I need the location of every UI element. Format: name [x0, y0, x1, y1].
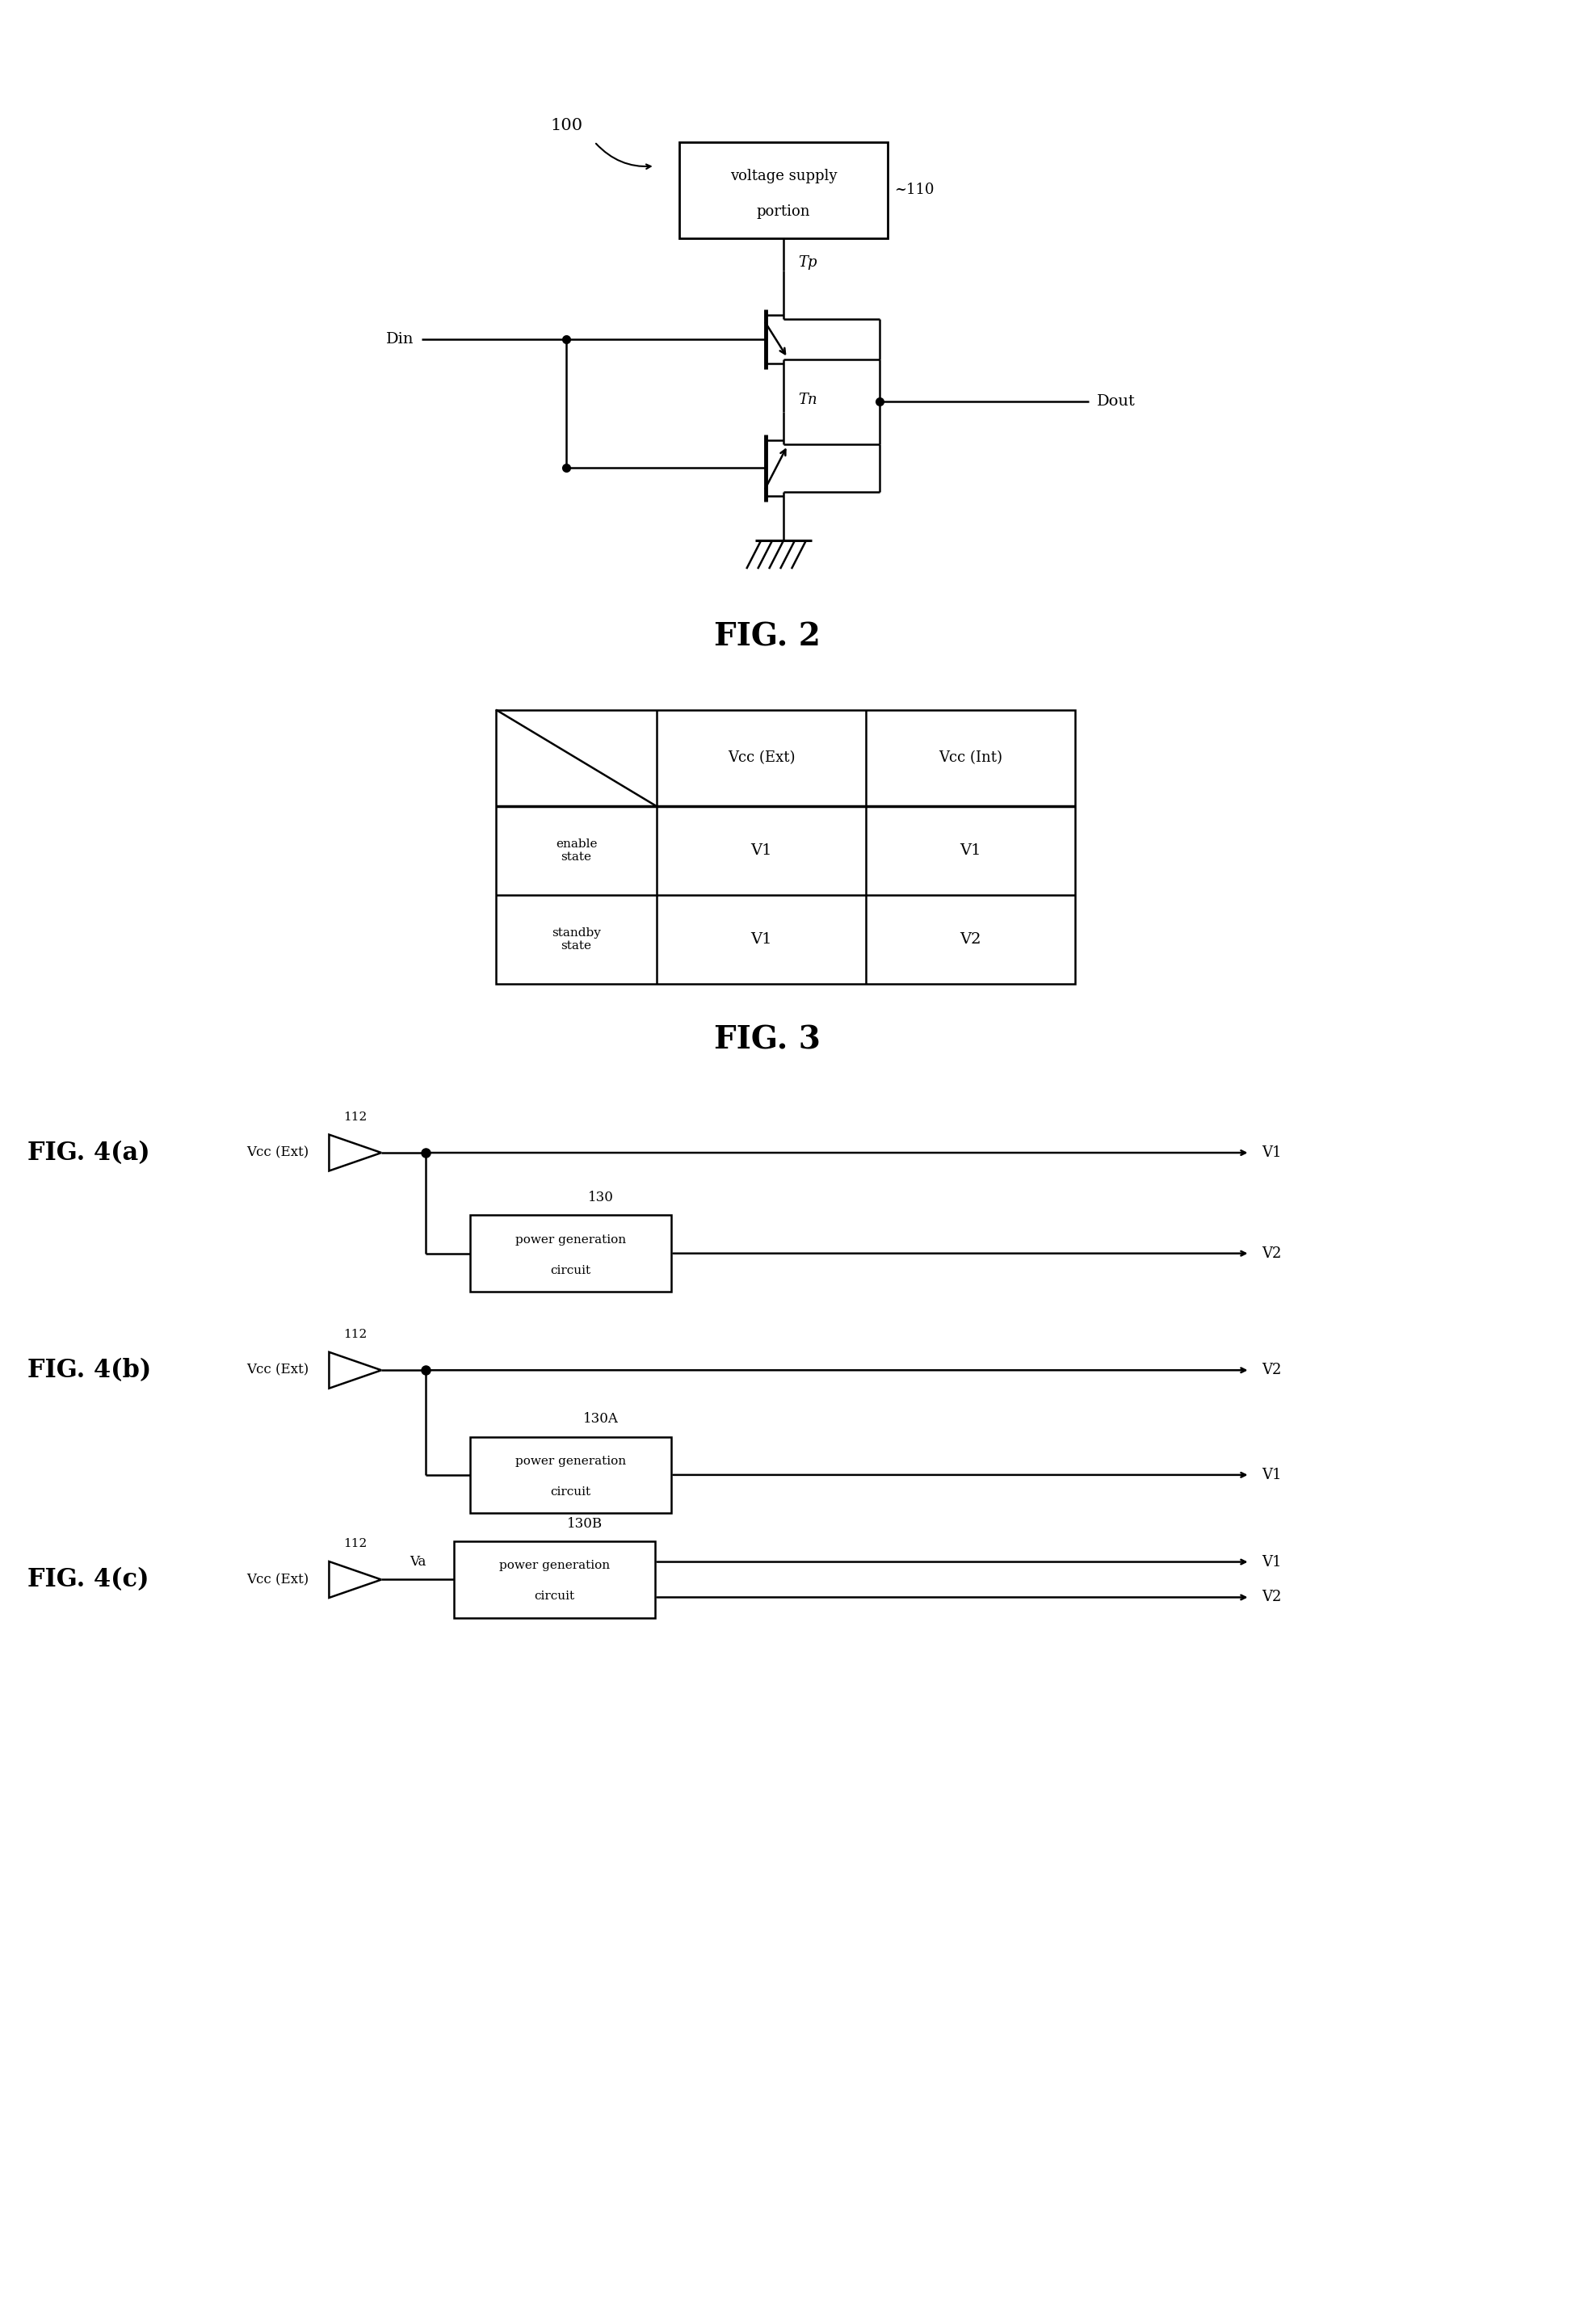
Text: V1: V1 [751, 932, 771, 946]
Text: enable
state: enable state [556, 839, 597, 862]
Text: V2: V2 [960, 932, 982, 946]
Text: voltage supply: voltage supply [731, 167, 837, 184]
Text: FIG. 4(c): FIG. 4(c) [28, 1566, 149, 1592]
Text: power generation: power generation [515, 1234, 625, 1246]
Text: 112: 112 [344, 1538, 368, 1550]
Text: 112: 112 [344, 1329, 368, 1341]
Text: V1: V1 [1262, 1555, 1282, 1569]
Text: standby
state: standby state [551, 927, 602, 951]
Text: FIG. 4(a): FIG. 4(a) [28, 1141, 149, 1164]
Text: 130B: 130B [567, 1518, 602, 1532]
Bar [496, 709, 1075, 983]
Text: FIG. 3: FIG. 3 [715, 1025, 820, 1055]
Text: V1: V1 [1262, 1146, 1282, 1160]
Text: 130: 130 [588, 1190, 613, 1204]
Bar [470, 1215, 671, 1292]
Text: power generation: power generation [500, 1559, 610, 1571]
Text: V2: V2 [1262, 1590, 1282, 1604]
Text: V1: V1 [1262, 1469, 1282, 1483]
Text: FIG. 4(b): FIG. 4(b) [28, 1357, 151, 1383]
Text: Vcc (Ext): Vcc (Ext) [247, 1364, 309, 1378]
Text: V1: V1 [960, 844, 982, 858]
Text: Vcc (Int): Vcc (Int) [938, 751, 1002, 765]
Text: circuit: circuit [550, 1485, 591, 1497]
Text: circuit: circuit [534, 1592, 575, 1601]
Text: circuit: circuit [550, 1264, 591, 1276]
Text: Vcc (Ext): Vcc (Ext) [247, 1146, 309, 1160]
Text: Vcc (Ext): Vcc (Ext) [727, 751, 795, 765]
Bar [470, 1436, 671, 1513]
Text: V1: V1 [751, 844, 771, 858]
Bar [454, 1541, 655, 1618]
Text: FIG. 2: FIG. 2 [715, 623, 820, 653]
Text: portion: portion [757, 205, 811, 218]
Text: Vcc (Ext): Vcc (Ext) [247, 1573, 309, 1587]
Text: V2: V2 [1262, 1246, 1282, 1260]
Text: Tn: Tn [798, 393, 817, 407]
Text: 112: 112 [344, 1111, 368, 1122]
Text: 100: 100 [550, 119, 583, 132]
Text: 130A: 130A [583, 1413, 619, 1427]
Text: Din: Din [385, 332, 413, 346]
Text: Va: Va [410, 1555, 426, 1569]
Text: power generation: power generation [515, 1455, 625, 1466]
Text: Dout: Dout [1097, 395, 1136, 409]
Text: ~110: ~110 [894, 184, 935, 198]
FancyArrowPatch shape [595, 144, 650, 170]
Bar [679, 142, 888, 239]
Text: Tp: Tp [798, 256, 817, 270]
Text: V2: V2 [1262, 1362, 1282, 1378]
